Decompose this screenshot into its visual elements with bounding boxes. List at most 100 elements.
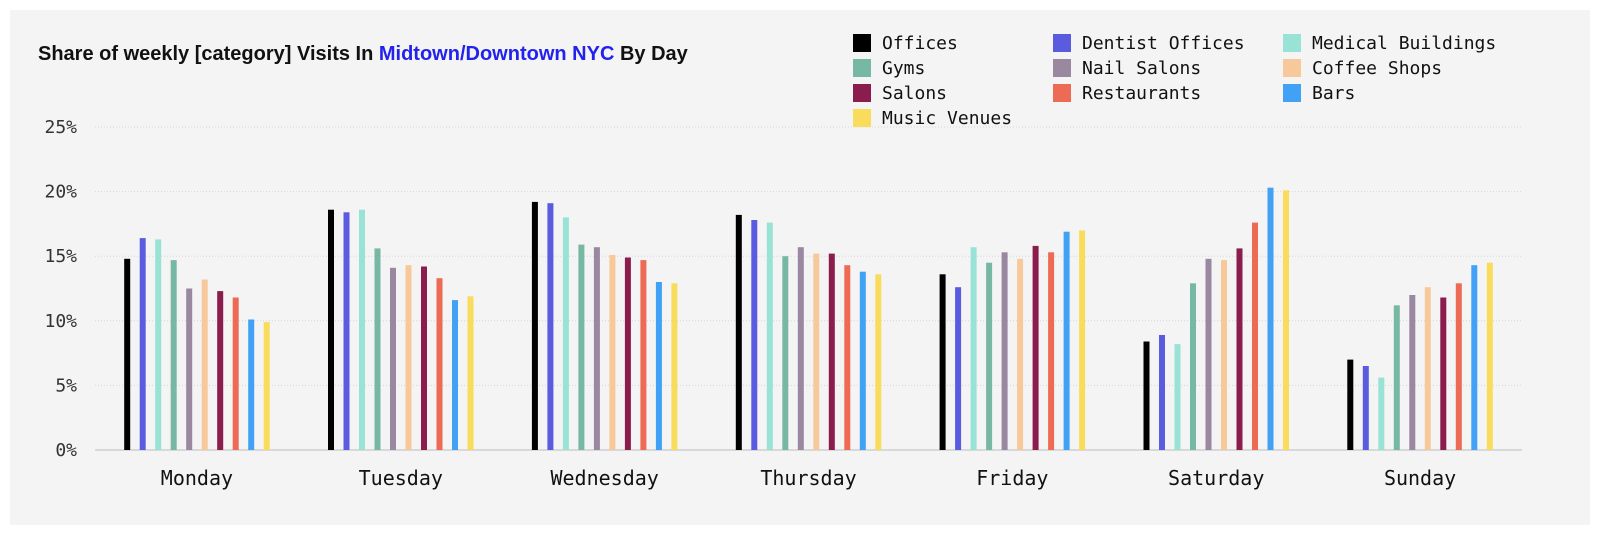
legend-label: Medical Buildings (1312, 33, 1496, 54)
bar (797, 247, 804, 450)
bar (217, 291, 224, 450)
bar (1017, 258, 1024, 450)
x-tick-label: Monday (161, 466, 233, 490)
chart-title: Share of weekly [category] Visits In Mid… (38, 43, 688, 66)
title-highlight: Midtown/Downtown NYC (378, 43, 615, 65)
bar (201, 279, 208, 450)
bar (1455, 283, 1462, 450)
bar (859, 271, 866, 450)
bar (1174, 344, 1181, 450)
x-tick-label: Wednesday (550, 466, 658, 490)
bar (1159, 335, 1165, 450)
bar (735, 214, 742, 450)
bar (844, 265, 851, 450)
legend-swatch (1053, 59, 1071, 77)
bar (1032, 245, 1039, 450)
bar (1393, 305, 1400, 450)
legend-label: Gyms (882, 58, 925, 79)
y-tick-label: 10% (44, 311, 77, 332)
legend-label: Bars (1312, 83, 1355, 104)
y-tick-label: 0% (55, 440, 77, 461)
bar (1362, 366, 1369, 450)
y-tick-label: 25% (44, 117, 77, 138)
bar (671, 283, 678, 450)
bar (1486, 262, 1493, 450)
bar (186, 288, 193, 450)
legend-swatch (853, 34, 871, 52)
legend-label: Music Venues (882, 108, 1012, 129)
bar (390, 267, 396, 450)
bar (467, 296, 474, 450)
bar (343, 212, 350, 450)
bar (436, 278, 443, 450)
bar (124, 258, 131, 450)
bar (1063, 231, 1070, 450)
bar (155, 239, 162, 450)
legend-swatch (1283, 34, 1301, 52)
legend-label: Offices (882, 33, 958, 54)
bar (359, 209, 365, 450)
bar (986, 262, 993, 450)
bar (640, 260, 647, 450)
bar (578, 244, 585, 450)
title-suffix: By Day (614, 43, 688, 65)
legend-swatch (853, 84, 871, 102)
legend-label: Nail Salons (1082, 58, 1201, 79)
bar (1079, 230, 1086, 450)
bar (1471, 265, 1478, 450)
legend-label: Coffee Shops (1312, 58, 1442, 79)
y-tick-label: 15% (44, 246, 77, 267)
bar (593, 247, 600, 450)
bar (813, 253, 820, 450)
bar (547, 203, 554, 450)
x-tick-label: Friday (976, 466, 1048, 490)
bar (1424, 287, 1431, 450)
bar (232, 297, 239, 450)
bar (955, 287, 962, 450)
x-tick-label: Tuesday (359, 466, 443, 490)
bar (1205, 258, 1212, 450)
bar (452, 300, 458, 450)
legend-swatch (1053, 84, 1071, 102)
x-tick-label: Thursday (760, 466, 856, 490)
bar (751, 220, 758, 450)
bar (531, 201, 538, 450)
bar (139, 238, 146, 450)
bar (655, 282, 662, 450)
bar (1048, 252, 1055, 450)
bar (1409, 295, 1416, 450)
bar (263, 322, 270, 450)
bar (562, 217, 569, 450)
bar (1378, 377, 1385, 450)
bar (1347, 359, 1354, 450)
bar (1440, 297, 1447, 450)
bar (875, 274, 882, 450)
bar (374, 248, 381, 450)
x-tick-label: Saturday (1168, 466, 1264, 490)
legend-label: Restaurants (1082, 83, 1201, 104)
bar (1236, 248, 1243, 450)
bar (328, 209, 334, 450)
legend-swatch (853, 59, 871, 77)
title-prefix: Share of weekly [category] Visits In (38, 43, 379, 65)
bar (1283, 190, 1289, 451)
bar (405, 265, 412, 450)
bar (828, 253, 835, 450)
legend-label: Dentist Offices (1082, 33, 1245, 54)
bar (1221, 260, 1227, 450)
bar (624, 257, 631, 450)
bar (782, 256, 789, 450)
bar (970, 247, 977, 450)
legend-swatch (853, 109, 871, 127)
bar (421, 266, 427, 450)
legend-swatch (1283, 59, 1301, 77)
y-tick-label: 20% (44, 182, 77, 203)
bar (939, 274, 946, 450)
legend-swatch (1053, 34, 1071, 52)
bar (766, 222, 773, 450)
y-tick-label: 5% (55, 375, 77, 396)
bar (1267, 187, 1274, 450)
bar (1143, 341, 1150, 450)
bar (1001, 252, 1008, 450)
